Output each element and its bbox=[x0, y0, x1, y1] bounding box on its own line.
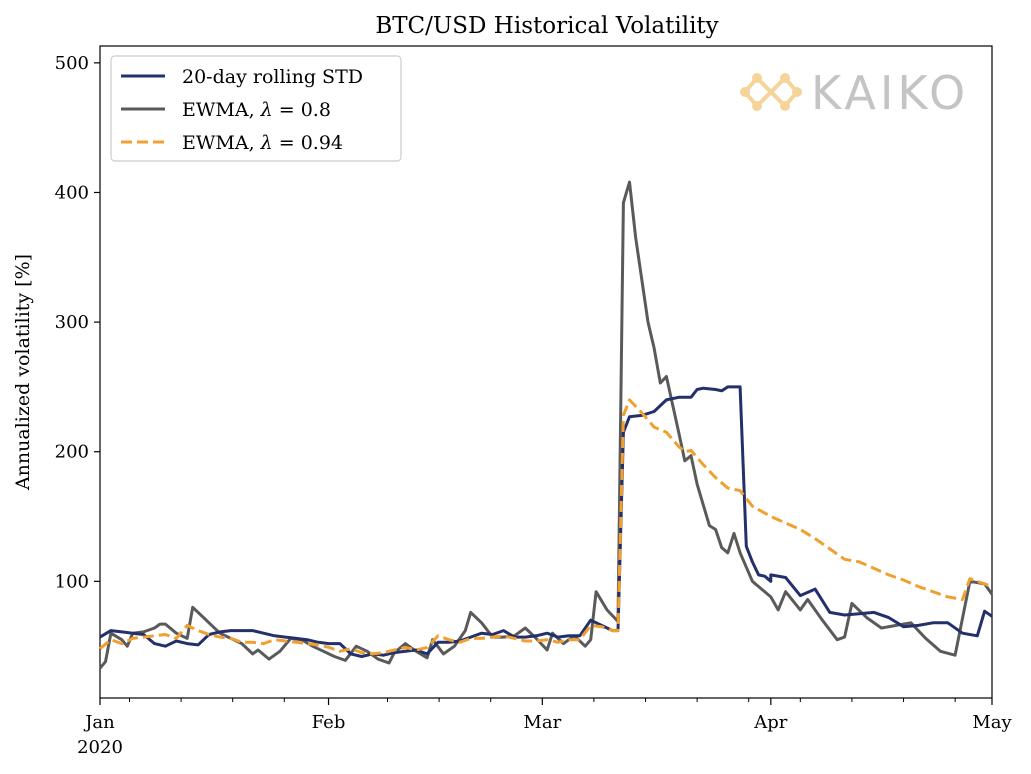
y-axis-label: Annualized volatility [%] bbox=[12, 254, 34, 491]
x-tick-label: Jan bbox=[83, 712, 115, 733]
x-tick-sublabel: 2020 bbox=[77, 737, 123, 758]
kaiko-logo: KAIKO bbox=[740, 66, 969, 120]
series-layer bbox=[98, 180, 994, 670]
y-tick-label: 400 bbox=[55, 182, 89, 203]
logo-node bbox=[780, 101, 790, 111]
logo-text: KAIKO bbox=[811, 66, 969, 120]
y-tick-label: 200 bbox=[55, 442, 89, 463]
x-tick-label: May bbox=[972, 712, 1012, 733]
legend-label-0: 20-day rolling STD bbox=[182, 66, 363, 88]
y-tick-label: 500 bbox=[55, 53, 89, 74]
plot-frame bbox=[99, 45, 993, 699]
legend-label-1: EWMA, λ = 0.8 bbox=[182, 99, 331, 121]
x-tick-label: Apr bbox=[753, 712, 788, 733]
logo-node bbox=[780, 73, 790, 83]
logo-mark bbox=[742, 75, 800, 109]
y-tick-label: 100 bbox=[55, 571, 89, 592]
legend-label-2: EWMA, λ = 0.94 bbox=[182, 132, 343, 154]
legend: 20-day rolling STD EWMA, λ = 0.8 EWMA, λ =… bbox=[110, 55, 402, 162]
axes-layer: 100 200 300 400 500 Jan 2020 Feb Mar Apr May bbox=[55, 45, 1012, 758]
x-tick-label: Feb bbox=[312, 712, 346, 733]
chart-title: BTC/USD Historical Volatility bbox=[375, 13, 718, 39]
y-tick-label: 300 bbox=[55, 312, 89, 333]
series-line-2 bbox=[99, 398, 993, 656]
x-tick-label: Mar bbox=[523, 712, 561, 733]
logo-node bbox=[740, 87, 750, 97]
series-line-1 bbox=[98, 180, 994, 670]
logo-node bbox=[752, 73, 762, 83]
series-line-0 bbox=[99, 385, 993, 658]
logo-node bbox=[752, 101, 762, 111]
logo-node bbox=[792, 87, 802, 97]
legend-box bbox=[110, 55, 402, 162]
